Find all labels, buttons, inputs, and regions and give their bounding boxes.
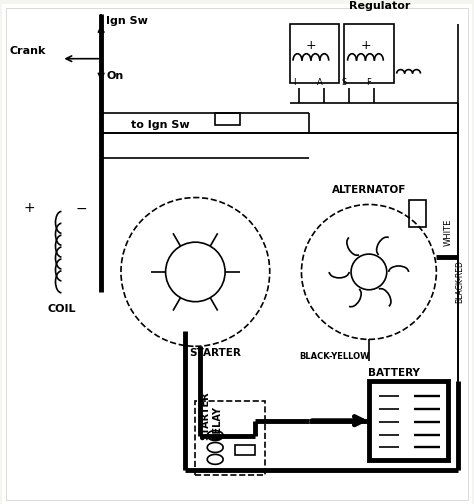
Text: Regulator: Regulator (349, 1, 410, 11)
Text: −: − (75, 202, 87, 215)
Text: A: A (317, 79, 322, 88)
Text: +: + (361, 39, 371, 52)
Bar (195, 401, 265, 475)
Text: BLACK-RED: BLACK-RED (455, 261, 464, 303)
Text: COIL: COIL (47, 303, 76, 313)
Text: On: On (106, 71, 123, 81)
Text: to Ign Sw: to Ign Sw (131, 120, 190, 130)
Bar (215, 113, 240, 125)
Text: Crank: Crank (10, 46, 46, 56)
Text: STARTER
RELAY: STARTER RELAY (201, 391, 222, 439)
Text: STARTER: STARTER (189, 348, 241, 358)
Text: I: I (293, 79, 296, 88)
Text: ALTERNATOF: ALTERNATOF (332, 184, 406, 195)
Bar (290, 24, 339, 84)
Bar (235, 446, 255, 456)
Text: +: + (306, 39, 317, 52)
Bar (344, 24, 394, 84)
Text: Ign Sw: Ign Sw (106, 16, 148, 26)
Bar (409, 200, 427, 227)
Text: S: S (341, 79, 347, 88)
Text: WHITE: WHITE (443, 219, 452, 246)
Text: BATTERY: BATTERY (368, 368, 419, 378)
Text: +: + (24, 202, 36, 215)
Bar (369, 381, 448, 460)
Text: F: F (366, 79, 371, 88)
Text: BLACK-YELLOW: BLACK-YELLOW (300, 352, 370, 361)
